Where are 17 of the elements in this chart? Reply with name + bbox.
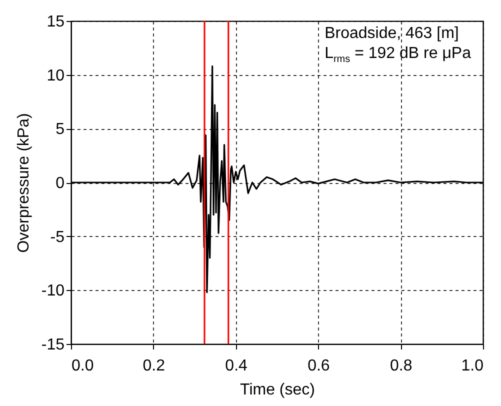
x-tick-label: 1.0	[461, 358, 484, 374]
y-tick-label: -5	[50, 228, 65, 246]
x-tick-label: 0.4	[225, 358, 248, 374]
y-tick-label: -10	[41, 282, 65, 300]
y-tick-label: 0	[56, 175, 65, 192]
x-tick-label: 0.8	[390, 358, 412, 374]
y-tick-label: -15	[41, 336, 65, 354]
y-tick-label: 10	[46, 67, 65, 84]
x-tick-label: 0.2	[142, 358, 166, 374]
x-axis-title: Time (sec)	[240, 382, 315, 398]
x-tick-label: 0.6	[308, 358, 330, 374]
annotation: Broadside, 463 [m]	[324, 24, 460, 44]
y-tick-label: 5	[56, 121, 65, 138]
y-tick-label: 15	[46, 14, 65, 30]
y-axis-title: Overpressure (kPa)	[15, 113, 32, 253]
x-tick-label: 0.0	[72, 358, 94, 374]
annotation: L$_{rms}$ = 192 dB re μPa	[324, 44, 471, 68]
